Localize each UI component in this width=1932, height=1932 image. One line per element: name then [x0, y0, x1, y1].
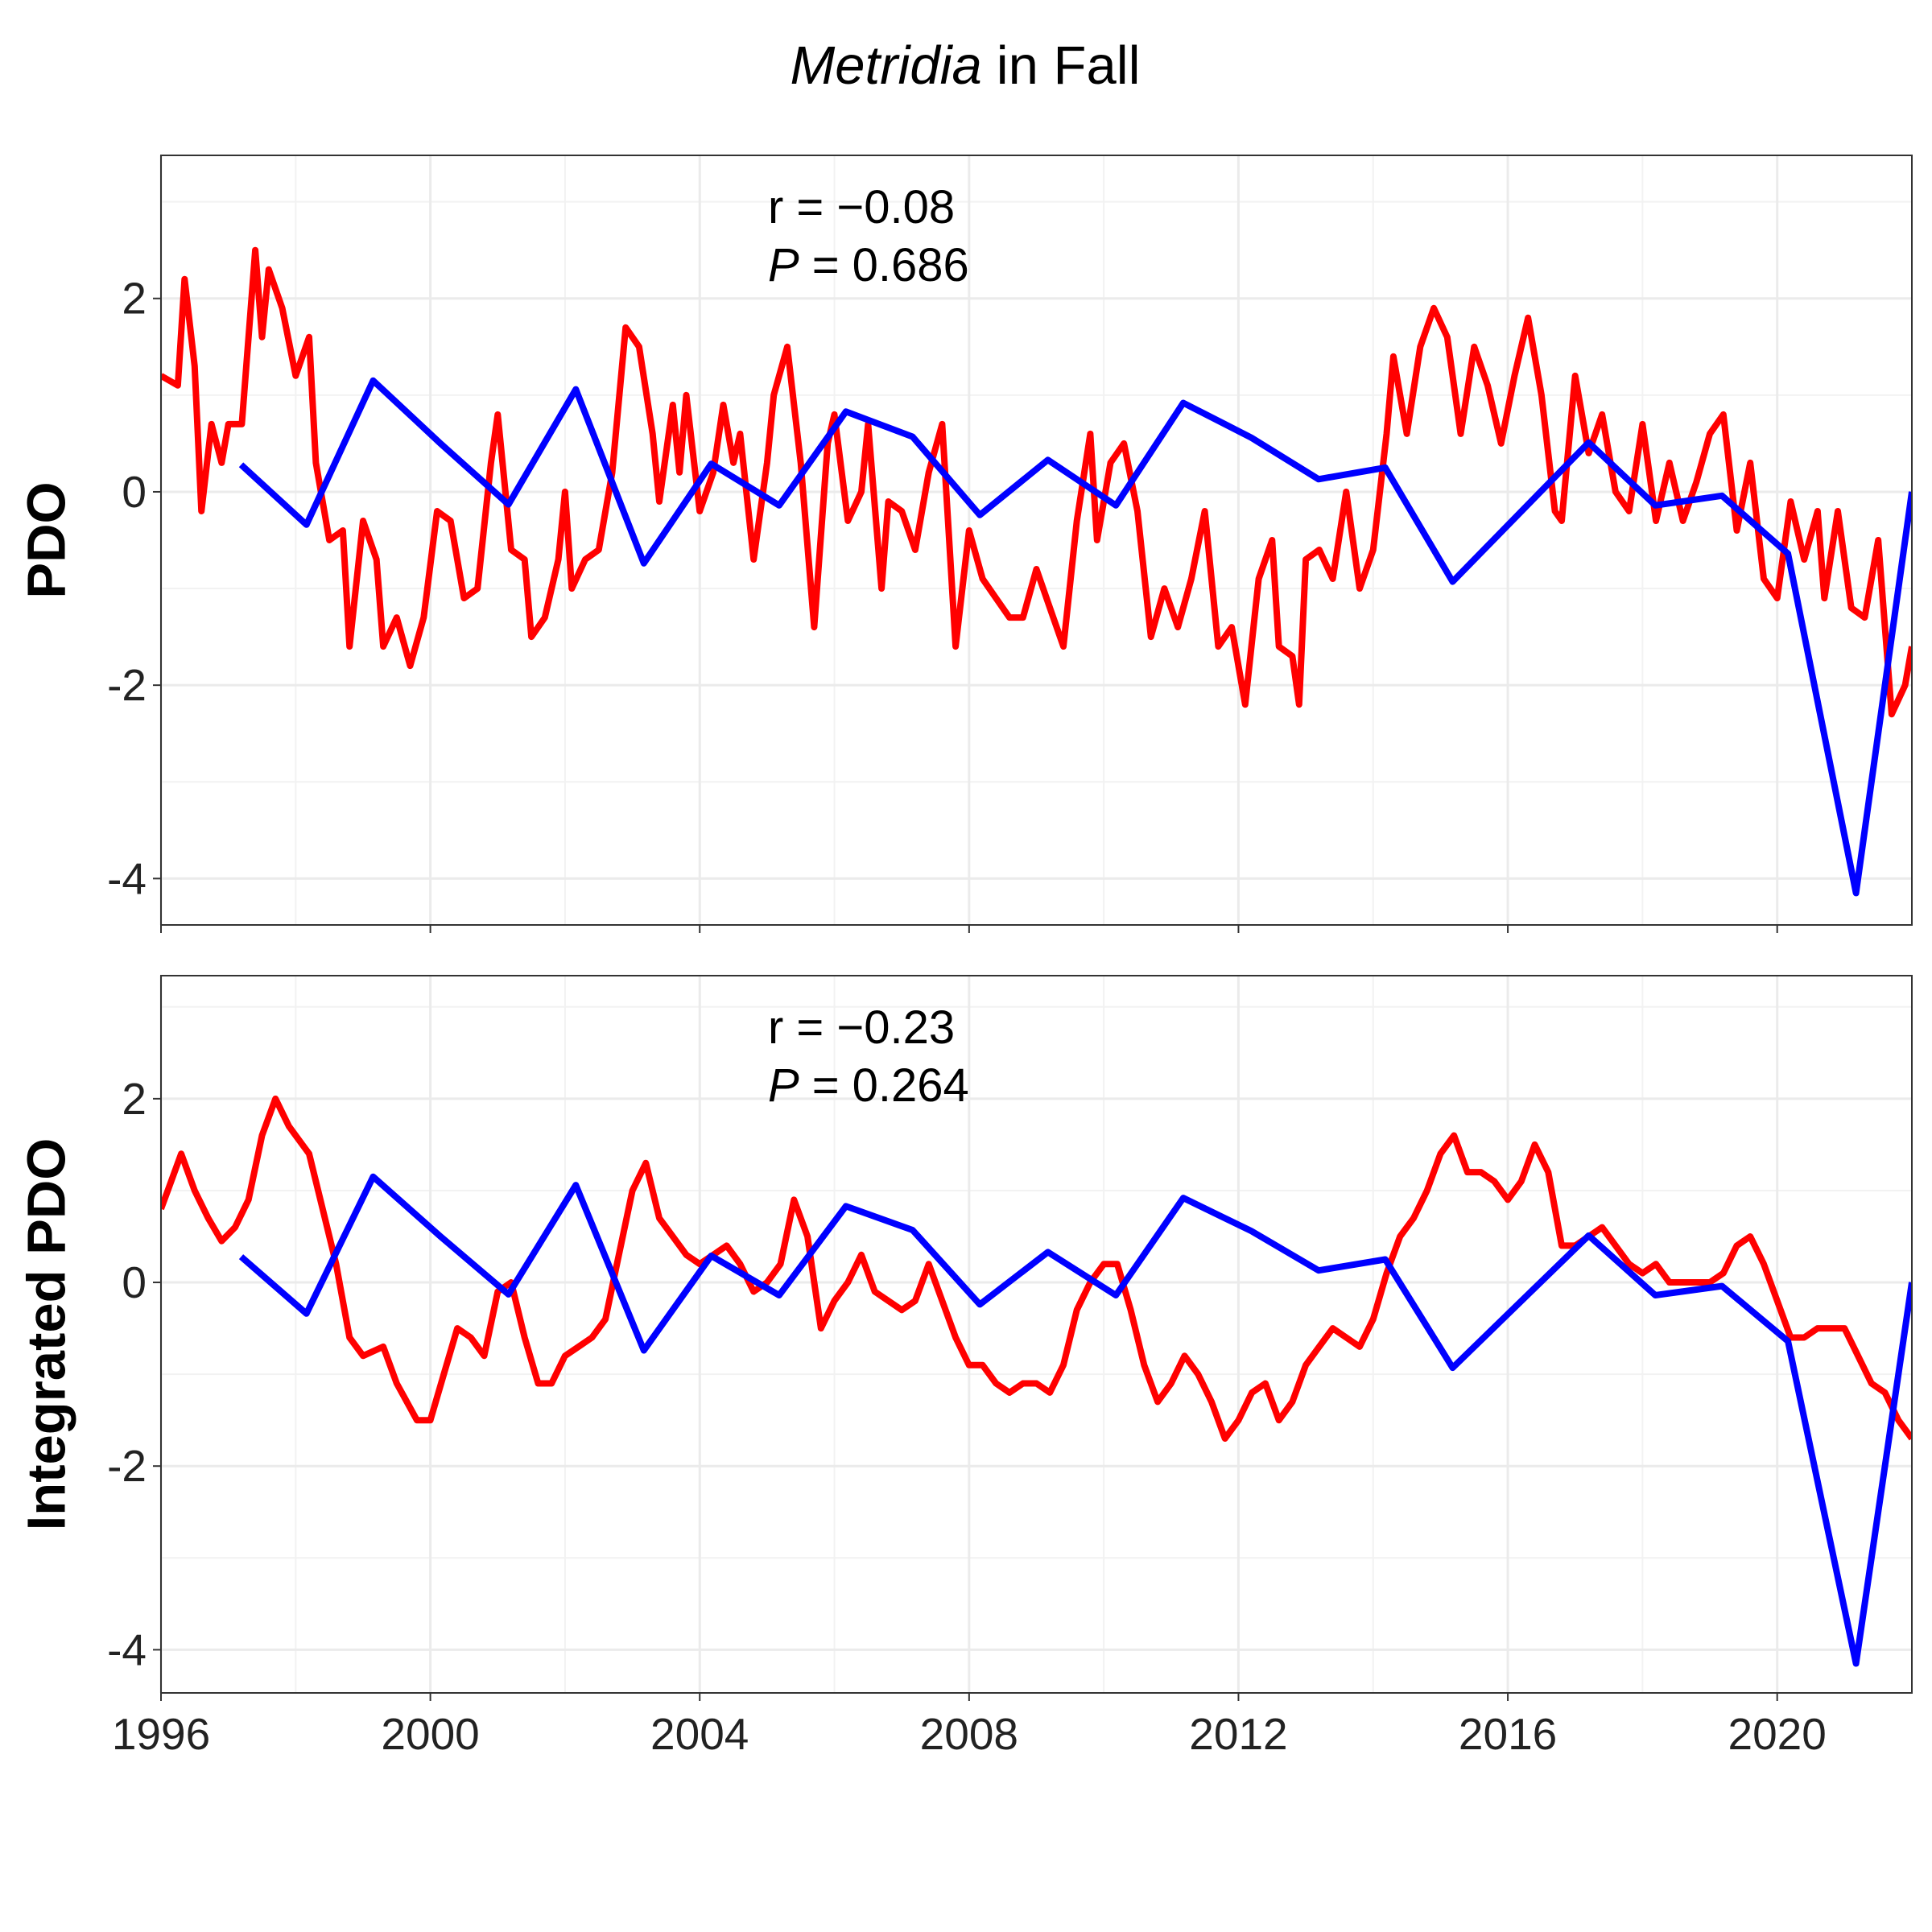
p-symbol: P	[768, 239, 799, 291]
x-tick-label: 1996	[112, 1709, 210, 1759]
y-tick-label: 0	[122, 467, 147, 517]
p-text: = 0.264	[812, 1059, 969, 1112]
panel-background	[161, 976, 1912, 1693]
x-tick-label: 2020	[1728, 1709, 1827, 1759]
x-tick-label: 2016	[1459, 1709, 1557, 1759]
y-axis-label: PDO	[17, 481, 77, 598]
annotation-p: P = 0.686	[768, 239, 969, 291]
x-tick-label: 2008	[920, 1709, 1018, 1759]
y-tick-label: 2	[122, 1074, 147, 1124]
panel-background	[161, 155, 1912, 925]
p-symbol: P	[768, 1059, 799, 1112]
panel-border	[160, 155, 1913, 926]
y-tick-label: -4	[107, 1624, 147, 1674]
figure-title: Metridia in Fall	[790, 35, 1140, 96]
title-rest: in Fall	[997, 35, 1141, 96]
y-tick-label: -2	[107, 1441, 147, 1491]
data-line	[161, 246, 1912, 718]
title-italic: Metridia	[790, 35, 981, 96]
y-tick-label: 0	[122, 1257, 147, 1307]
y-tick-label: 2	[122, 274, 147, 324]
data-line	[238, 377, 1912, 897]
p-text: = 0.686	[812, 239, 969, 291]
y-axis-label: Integrated PDO	[17, 1138, 77, 1531]
annotation-r: r = −0.08	[768, 181, 955, 233]
panel-border	[160, 975, 1913, 1694]
annotation-p: P = 0.264	[768, 1059, 969, 1112]
x-tick-label: 2012	[1189, 1709, 1287, 1759]
x-tick-label: 2000	[381, 1709, 479, 1759]
y-tick-label: -4	[107, 853, 147, 903]
y-tick-label: -2	[107, 660, 147, 710]
data-line	[161, 1095, 1912, 1442]
data-line	[238, 1173, 1912, 1667]
annotation-r: r = −0.23	[768, 1001, 955, 1054]
x-tick-label: 2004	[650, 1709, 749, 1759]
